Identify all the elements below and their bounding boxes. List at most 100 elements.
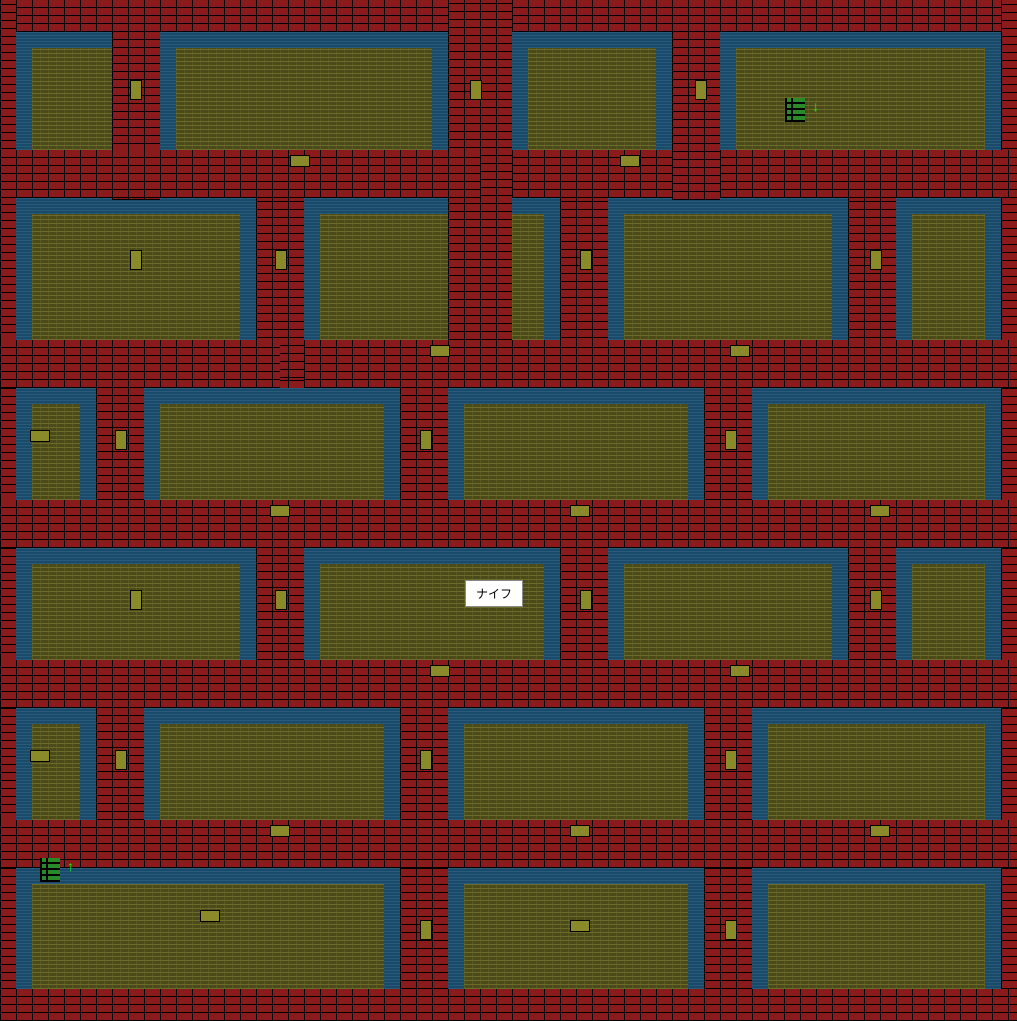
door[interactable] — [130, 590, 142, 610]
door[interactable] — [130, 250, 142, 270]
door[interactable] — [730, 665, 750, 677]
floor-tile[interactable] — [464, 884, 688, 989]
floor-tile[interactable] — [320, 564, 544, 660]
door[interactable] — [115, 750, 127, 770]
brick-wall — [624, 340, 1017, 388]
ladder-down-icon[interactable] — [785, 98, 805, 122]
floor-tile[interactable] — [736, 48, 985, 150]
water-tile — [16, 884, 32, 989]
water-tile — [144, 388, 400, 404]
door[interactable] — [695, 80, 707, 100]
door[interactable] — [725, 750, 737, 770]
floor-tile[interactable] — [32, 564, 240, 660]
floor-tile[interactable] — [176, 48, 432, 150]
water-tile — [16, 214, 32, 340]
floor-tile[interactable] — [160, 724, 384, 820]
door[interactable] — [200, 910, 220, 922]
door[interactable] — [430, 665, 450, 677]
water-tile — [896, 214, 912, 340]
door[interactable] — [570, 920, 590, 932]
door[interactable] — [30, 430, 50, 442]
door[interactable] — [570, 825, 590, 837]
dungeon-map[interactable]: ナイフ — [0, 0, 1017, 1021]
brick-wall — [624, 660, 1017, 708]
floor-tile[interactable] — [912, 214, 985, 340]
door[interactable] — [870, 505, 890, 517]
floor-tile[interactable] — [32, 214, 240, 340]
brick-wall — [304, 340, 624, 388]
door[interactable] — [870, 250, 882, 270]
water-tile — [608, 548, 848, 564]
floor-tile[interactable] — [624, 214, 832, 340]
door[interactable] — [870, 825, 890, 837]
brick-wall — [0, 150, 480, 198]
water-tile — [688, 884, 704, 989]
floor-tile[interactable] — [160, 404, 384, 500]
door[interactable] — [420, 920, 432, 940]
door[interactable] — [580, 250, 592, 270]
water-tile — [752, 868, 1001, 884]
floor-tile[interactable] — [464, 724, 688, 820]
water-tile — [688, 404, 704, 500]
brick-wall — [0, 989, 1017, 1021]
floor-tile[interactable] — [912, 564, 985, 660]
water-tile — [512, 32, 672, 48]
door[interactable] — [725, 430, 737, 450]
water-tile — [144, 724, 160, 820]
door[interactable] — [270, 505, 290, 517]
water-tile — [448, 884, 464, 989]
door[interactable] — [275, 590, 287, 610]
door[interactable] — [275, 250, 287, 270]
floor-tile[interactable] — [768, 404, 985, 500]
brick-wall — [304, 660, 624, 708]
water-tile — [896, 548, 1001, 564]
water-tile — [384, 404, 400, 500]
door[interactable] — [725, 920, 737, 940]
water-tile — [144, 404, 160, 500]
door[interactable] — [115, 430, 127, 450]
floor-tile[interactable] — [528, 48, 656, 150]
water-tile — [16, 48, 32, 150]
floor-tile[interactable] — [768, 724, 985, 820]
brick-wall — [0, 500, 120, 548]
water-tile — [80, 404, 96, 500]
water-tile — [985, 564, 1001, 660]
door[interactable] — [730, 345, 750, 357]
brick-wall — [0, 820, 120, 868]
door[interactable] — [570, 505, 590, 517]
water-tile — [448, 724, 464, 820]
door[interactable] — [430, 345, 450, 357]
brick-wall — [672, 0, 720, 200]
water-tile — [608, 214, 624, 340]
door[interactable] — [30, 750, 50, 762]
floor-tile[interactable] — [32, 724, 80, 820]
water-tile — [448, 404, 464, 500]
door[interactable] — [420, 750, 432, 770]
floor-tile[interactable] — [32, 48, 112, 150]
water-tile — [16, 198, 256, 214]
door[interactable] — [420, 430, 432, 450]
water-tile — [304, 564, 320, 660]
water-tile — [656, 48, 672, 150]
floor-tile[interactable] — [768, 884, 985, 989]
door[interactable] — [270, 825, 290, 837]
water-tile — [896, 198, 1001, 214]
floor-tile[interactable] — [624, 564, 832, 660]
floor-tile[interactable] — [464, 404, 688, 500]
door[interactable] — [870, 590, 882, 610]
door[interactable] — [290, 155, 310, 167]
brick-wall — [512, 150, 672, 198]
water-tile — [752, 884, 768, 989]
floor-tile[interactable] — [32, 404, 80, 500]
door[interactable] — [620, 155, 640, 167]
water-tile — [752, 388, 1001, 404]
door[interactable] — [580, 590, 592, 610]
water-tile — [304, 198, 560, 214]
door[interactable] — [470, 80, 482, 100]
floor-tile[interactable] — [32, 884, 384, 989]
ladder-up-icon[interactable] — [40, 858, 60, 882]
water-tile — [448, 388, 704, 404]
door[interactable] — [130, 80, 142, 100]
water-tile — [16, 564, 32, 660]
water-tile — [512, 48, 528, 150]
